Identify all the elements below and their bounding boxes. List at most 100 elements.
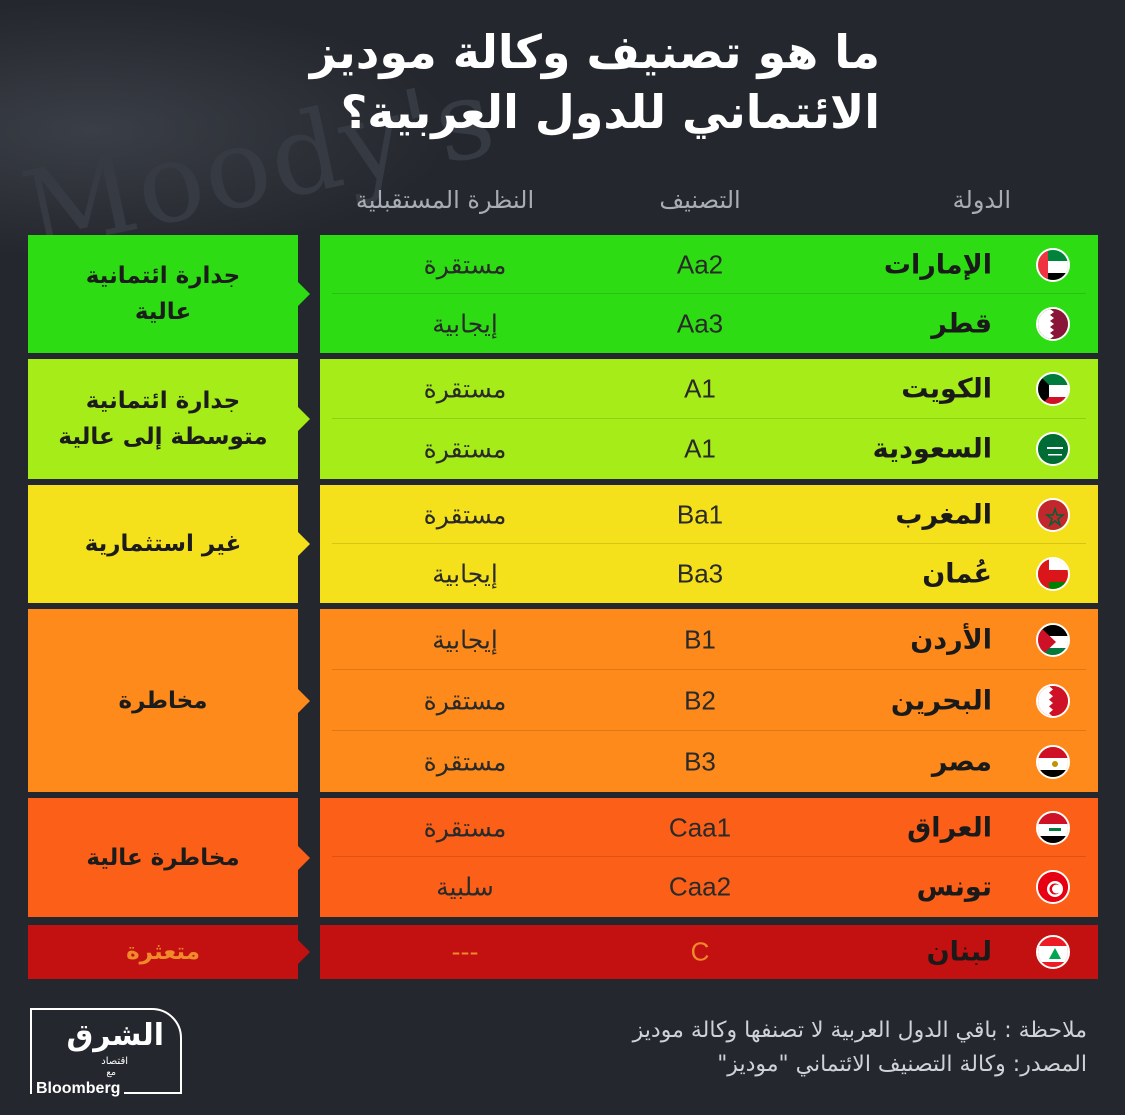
category-arrow [298,940,310,964]
category-arrow [298,688,310,713]
outlook-value: إيجابية [432,309,498,338]
category-box-non-investment: غير استثمارية [28,485,310,603]
rating-value: A1 [684,373,716,404]
outlook-value: مستقرة [423,434,507,464]
country-name: مصر [931,746,992,777]
rating-value: Ba3 [676,558,724,588]
country-name: المغرب [895,499,992,530]
title-line-2: الائتماني للدول العربية؟ [340,85,880,139]
category-box-risk: مخاطرة [28,609,310,792]
logo-sub: اقتصاد [101,1056,128,1067]
country-name: قطر [931,308,992,339]
category-arrow [298,532,310,556]
country-name: السعودية [872,433,992,465]
kuwait-flag-icon [1036,372,1070,406]
row-separator [332,418,1086,419]
group-default [320,925,1098,979]
group-high [320,235,1098,353]
rating-value: Aa3 [676,308,724,338]
country-name: تونس [916,871,992,903]
qatar-flag-icon [1036,306,1070,341]
saudi-flag-icon [1036,432,1070,466]
lebanon-flag-icon [1036,935,1070,969]
title-line-1: ما هو تصنيف وكالة موديز [309,25,880,79]
country-name: البحرين [890,685,992,716]
category-box-high-risk: مخاطرة عالية [28,798,310,917]
rating-value: Caa2 [668,871,732,902]
outlook-value: مستقرة [423,250,507,279]
uae-flag-icon [1036,247,1070,282]
iraq-flag-icon [1036,810,1070,845]
rating-value: B3 [684,746,716,776]
row-separator [332,669,1086,670]
table-row: المغرب Ba1 مستقرة [320,485,1098,544]
header-rating: التصنيف [659,186,741,214]
category-label: جدارة ائتمانية عالية [85,263,241,325]
rating-value: Aa2 [676,249,724,279]
logo-partner: Bloomberg [32,1080,125,1098]
rating-value: B1 [684,624,716,654]
asharq-bloomberg-logo: الشرق اقتصاد مع Bloomberg [30,1008,182,1098]
logo-with: مع [106,1068,116,1078]
table-row: لبنان C --- [320,925,1098,979]
category-arrow [298,407,310,431]
table-row: السعودية A1 مستقرة [320,419,1098,479]
table-row: مصر B3 مستقرة [320,731,1098,792]
country-name: العراق [907,812,992,843]
row-separator [332,543,1086,544]
outlook-value: إيجابية [432,559,498,588]
row-separator [332,856,1086,857]
footer-note: ملاحظة : باقي الدول العربية لا تصنفها وك… [632,1018,1087,1043]
outlook-value: مستقرة [423,686,507,715]
morocco-flag-icon [1036,497,1070,532]
page-title: ما هو تصنيف وكالة موديز الائتماني للدول … [120,22,880,142]
country-name: الكويت [901,373,992,405]
rating-value: Ba1 [676,499,724,529]
country-name: لبنان [926,936,992,968]
table-row: البحرين B2 مستقرة [320,670,1098,731]
outlook-value: مستقرة [423,500,507,529]
outlook-value: مستقرة [423,813,507,842]
rating-value: C [690,936,710,967]
header-outlook: النظرة المستقبلية [355,186,535,214]
table-row: العراق Caa1 مستقرة [320,798,1098,857]
rating-value: Caa1 [668,812,732,842]
country-name: الأردن [910,624,992,655]
category-box-medium-high: جدارة ائتمانية متوسطة إلى عالية [28,359,310,479]
group-medium-high [320,359,1098,479]
rating-value: B2 [684,685,716,715]
rating-value: A1 [684,433,716,464]
category-label: جدارة ائتمانية متوسطة إلى عالية [58,388,268,450]
table-row: تونس Caa2 سلبية [320,857,1098,917]
category-label: مخاطرة عالية [86,844,240,871]
outlook-value: إيجابية [432,625,498,654]
category-arrow [298,845,310,870]
jordan-flag-icon [1036,622,1070,657]
table-row: عُمان Ba3 إيجابية [320,544,1098,603]
row-separator [332,293,1086,294]
table-row: الكويت A1 مستقرة [320,359,1098,419]
category-arrow [298,282,310,306]
outlook-value: مستقرة [423,374,507,404]
country-name: الإمارات [883,249,992,280]
outlook-value: --- [451,937,479,967]
bahrain-flag-icon [1036,683,1070,718]
table-row: الإمارات Aa2 مستقرة [320,235,1098,294]
tunisia-flag-icon [1036,870,1070,904]
logo-name: الشرق [66,1018,164,1053]
group-risk [320,609,1098,792]
group-non-investment [320,485,1098,603]
row-separator [332,730,1086,731]
egypt-flag-icon [1036,744,1070,779]
outlook-value: مستقرة [423,747,507,776]
category-label: مخاطرة [118,687,208,714]
oman-flag-icon [1036,556,1070,591]
group-high-risk [320,798,1098,917]
category-label: متعثرة [126,939,200,965]
category-box-default: متعثرة [28,925,310,979]
country-name: عُمان [922,558,992,589]
outlook-value: سلبية [436,872,494,902]
header-country: الدولة [952,186,1011,214]
category-box-high: جدارة ائتمانية عالية [28,235,310,353]
background-decoration [0,0,460,260]
